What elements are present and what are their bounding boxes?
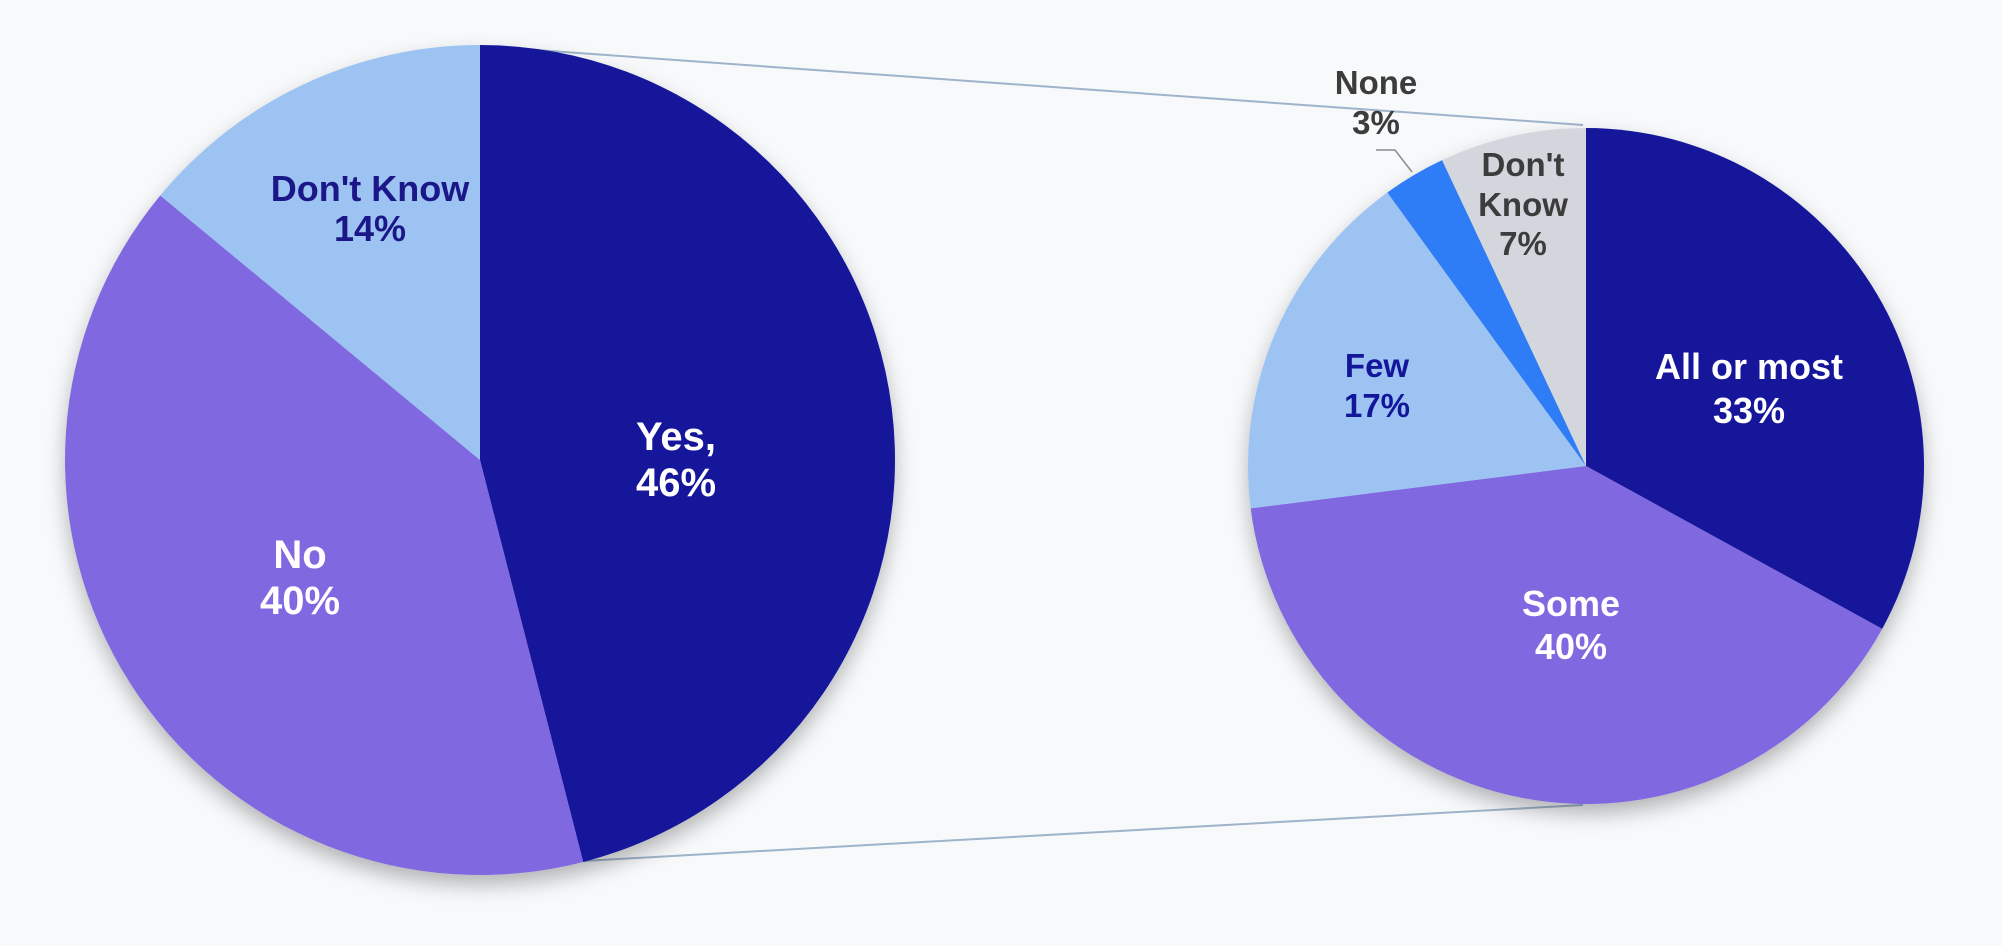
svg-text:Yes,: Yes, [636,415,716,459]
svg-text:14%: 14% [334,208,406,249]
svg-text:Some: Some [1522,583,1620,624]
svg-text:Few: Few [1345,347,1410,384]
svg-text:46%: 46% [636,461,716,505]
svg-text:Don't Know: Don't Know [271,168,471,209]
svg-text:17%: 17% [1344,387,1410,424]
svg-text:3%: 3% [1352,104,1400,141]
svg-text:Don't: Don't [1482,146,1565,183]
svg-text:Know: Know [1478,186,1568,223]
svg-text:No: No [273,533,326,577]
svg-text:All or most: All or most [1655,346,1843,387]
svg-text:7%: 7% [1499,225,1547,262]
svg-text:40%: 40% [260,579,340,623]
svg-text:33%: 33% [1713,390,1785,431]
svg-text:40%: 40% [1535,626,1607,667]
svg-text:None: None [1335,64,1418,101]
